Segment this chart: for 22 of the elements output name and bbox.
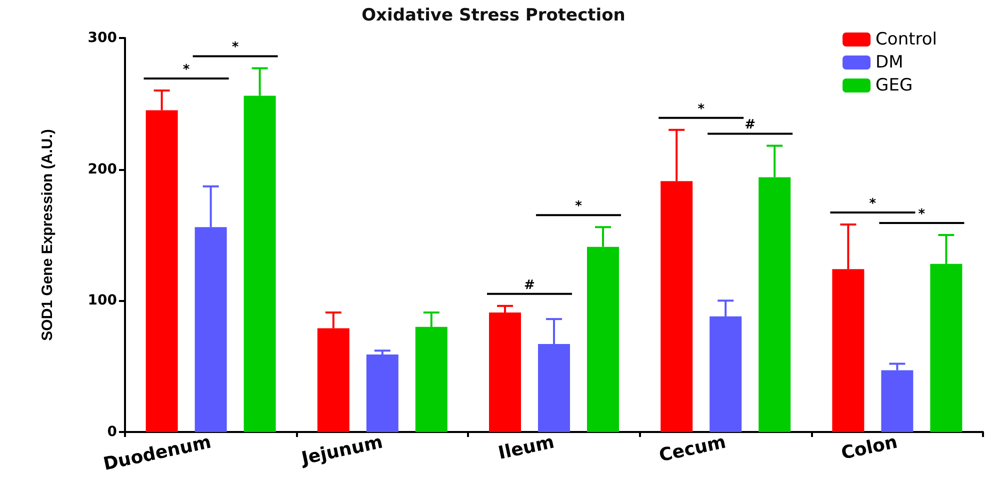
annotation: *: [869, 196, 876, 212]
y-tick-label: 0: [107, 424, 118, 440]
annotation: *: [182, 62, 190, 78]
legend-label: DM: [876, 52, 904, 72]
chart-title: Oxidative Stress Protection: [362, 6, 626, 26]
x-tick-label: Colon: [839, 432, 900, 464]
annotation: #: [744, 118, 756, 133]
annotation: *: [232, 40, 239, 56]
y-tick-label: 300: [88, 30, 118, 46]
x-tick-label: Cecum: [657, 432, 728, 466]
y-tick-label: 100: [88, 292, 118, 309]
legend-label: GEG: [876, 76, 913, 96]
y-tick-label: 200: [88, 161, 118, 178]
legend-label: Control: [876, 30, 937, 50]
x-tick-label: Ileum: [496, 432, 556, 464]
annotation: #: [524, 278, 536, 293]
annotation: *: [575, 199, 582, 214]
bar: [366, 354, 398, 432]
y-axis-title: SOD1 Gene Expression (A.U.): [39, 129, 56, 341]
annotation: *: [918, 207, 926, 222]
annotation: *: [698, 102, 705, 117]
x-tick-label: Jejunum: [298, 432, 385, 470]
